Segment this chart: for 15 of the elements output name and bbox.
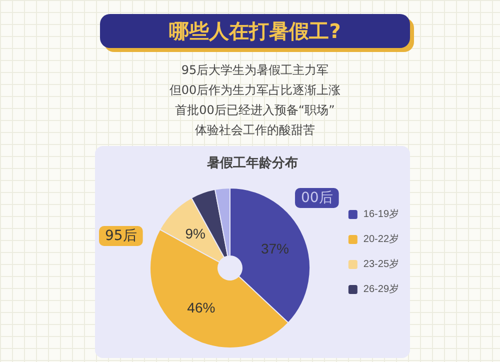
data-label: 37% [260,240,289,257]
legend-label: 20-22岁 [363,233,399,245]
data-label: 46% [187,300,216,316]
legend-label: 16-19岁 [363,208,399,220]
text: 95后大学生为暑假工主力军 [180,62,330,79]
text: 首批00后已经进入预备“职场” [174,102,336,119]
legend-label: 23-25岁 [363,258,399,270]
chart-title: 暑假工年龄分布 [206,156,298,171]
text: 95后 [105,228,137,244]
text: 但00后作为生力军占比逐渐上涨 [168,82,342,99]
text: 00后 [301,190,333,206]
legend-label: 26-29岁 [363,283,399,295]
data-label: 9% [185,225,206,242]
chart-subtitle: 哪些人在打暑假工? [100,14,410,48]
text: 体验社会工作的酸甜苦 [194,122,316,139]
